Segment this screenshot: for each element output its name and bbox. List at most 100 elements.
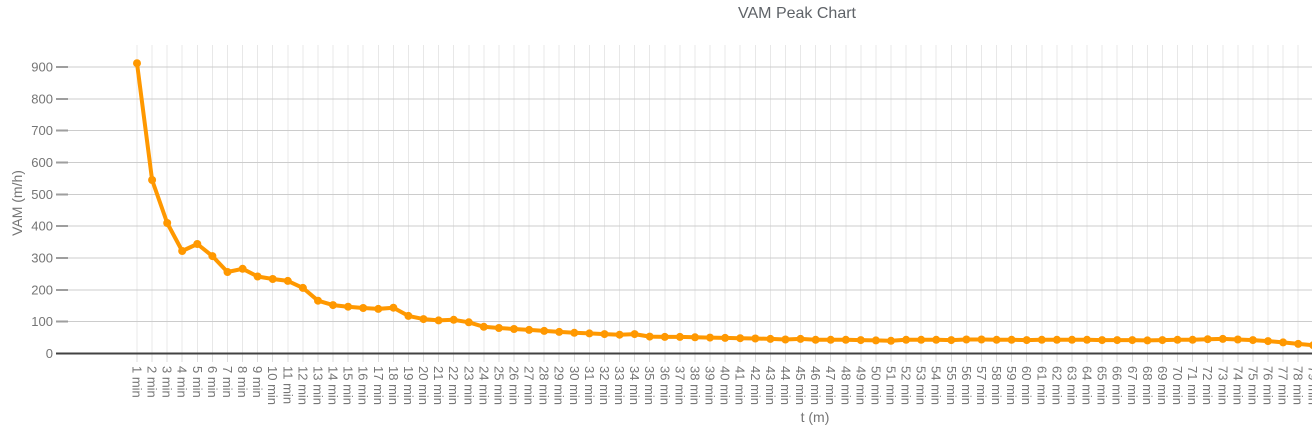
data-point[interactable] — [871, 336, 880, 345]
data-point[interactable] — [1173, 335, 1182, 344]
data-point[interactable] — [449, 315, 458, 324]
data-point[interactable] — [404, 311, 413, 320]
data-point[interactable] — [570, 328, 579, 337]
data-point[interactable] — [314, 296, 322, 305]
data-point[interactable] — [600, 330, 609, 339]
data-point[interactable] — [344, 302, 353, 311]
data-point[interactable] — [721, 333, 730, 342]
y-tick-label: 700 — [31, 123, 53, 138]
data-point[interactable] — [238, 264, 247, 273]
x-tick-label: 67 min — [1125, 366, 1140, 405]
x-tick-label: 75 min — [1245, 366, 1260, 405]
data-point[interactable] — [902, 335, 911, 344]
data-point[interactable] — [660, 332, 669, 341]
data-point[interactable] — [133, 59, 141, 68]
x-tick-label: 42 min — [748, 366, 763, 405]
data-point[interactable] — [389, 303, 398, 312]
y-tick-label: 0 — [46, 346, 53, 361]
data-point[interactable] — [298, 283, 307, 292]
data-point[interactable] — [1248, 336, 1257, 345]
data-point[interactable] — [1068, 335, 1076, 344]
data-point[interactable] — [585, 329, 594, 338]
data-point[interactable] — [148, 176, 157, 184]
data-point[interactable] — [1083, 335, 1091, 344]
data-point[interactable] — [766, 334, 775, 343]
data-point[interactable] — [887, 336, 895, 345]
x-axis-title: t (m) — [800, 409, 830, 425]
x-tick-label: 30 min — [567, 366, 582, 405]
data-point[interactable] — [736, 334, 745, 343]
data-point[interactable] — [796, 334, 805, 343]
chart-title: VAM Peak Chart — [738, 5, 856, 22]
v-gridlines — [136, 45, 1299, 354]
data-point[interactable] — [977, 335, 986, 344]
data-point[interactable] — [253, 272, 262, 281]
data-point[interactable] — [464, 318, 473, 327]
data-point[interactable] — [1188, 335, 1197, 344]
data-point[interactable] — [917, 335, 926, 344]
data-point[interactable] — [1309, 341, 1312, 350]
x-tick-label: 10 min — [265, 366, 280, 405]
data-point[interactable] — [1218, 334, 1227, 343]
data-point[interactable] — [193, 240, 202, 248]
data-point[interactable] — [1098, 336, 1107, 345]
x-tick-label: 15 min — [341, 366, 356, 405]
data-point[interactable] — [1158, 336, 1167, 345]
data-point[interactable] — [555, 327, 564, 336]
data-point[interactable] — [811, 335, 820, 344]
data-point[interactable] — [1007, 335, 1016, 344]
data-point[interactable] — [1113, 336, 1122, 345]
data-point[interactable] — [841, 335, 850, 344]
data-point[interactable] — [223, 268, 232, 276]
data-point[interactable] — [359, 304, 368, 312]
data-point[interactable] — [645, 332, 654, 341]
data-point[interactable] — [630, 330, 639, 339]
data-point[interactable] — [1143, 336, 1152, 345]
data-point[interactable] — [947, 336, 956, 345]
data-point[interactable] — [163, 219, 172, 227]
data-point[interactable] — [691, 333, 699, 342]
data-point[interactable] — [675, 332, 684, 341]
data-point[interactable] — [856, 336, 865, 345]
x-tick-label: 50 min — [868, 366, 883, 405]
data-point[interactable] — [525, 325, 534, 334]
x-tick-label: 63 min — [1064, 366, 1079, 405]
data-point[interactable] — [268, 275, 277, 283]
data-point[interactable] — [1052, 335, 1061, 344]
data-point[interactable] — [283, 276, 292, 285]
data-point[interactable] — [494, 324, 503, 332]
data-point[interactable] — [1022, 336, 1031, 345]
data-point[interactable] — [962, 335, 971, 344]
data-point[interactable] — [1203, 335, 1212, 344]
data-point[interactable] — [1128, 336, 1137, 345]
data-point[interactable] — [208, 252, 217, 261]
data-point[interactable] — [434, 316, 443, 325]
data-point[interactable] — [374, 304, 383, 313]
data-point[interactable] — [540, 326, 549, 335]
data-point[interactable] — [1037, 335, 1046, 344]
data-point[interactable] — [751, 334, 760, 343]
data-point[interactable] — [1264, 337, 1272, 346]
data-point[interactable] — [479, 322, 488, 331]
data-point[interactable] — [419, 315, 428, 324]
data-point[interactable] — [826, 335, 835, 344]
y-tick-label: 300 — [31, 251, 53, 266]
data-point[interactable] — [510, 325, 518, 333]
data-point[interactable] — [1279, 338, 1288, 347]
x-tick-label: 70 min — [1170, 366, 1185, 405]
data-point[interactable] — [1233, 335, 1242, 344]
x-tick-label: 11 min — [280, 366, 295, 404]
x-tick-label: 31 min — [582, 366, 597, 405]
data-point[interactable] — [992, 335, 1001, 344]
x-tick-label: 8 min — [235, 366, 250, 398]
x-tick-label: 57 min — [974, 366, 989, 405]
x-tick-label: 45 min — [793, 366, 808, 405]
data-point[interactable] — [706, 333, 714, 342]
data-point[interactable] — [1294, 339, 1303, 348]
data-point[interactable] — [932, 335, 941, 344]
data-point[interactable] — [615, 330, 624, 339]
data-point[interactable] — [329, 301, 337, 310]
data-point[interactable] — [781, 335, 790, 344]
data-point[interactable] — [178, 247, 187, 255]
